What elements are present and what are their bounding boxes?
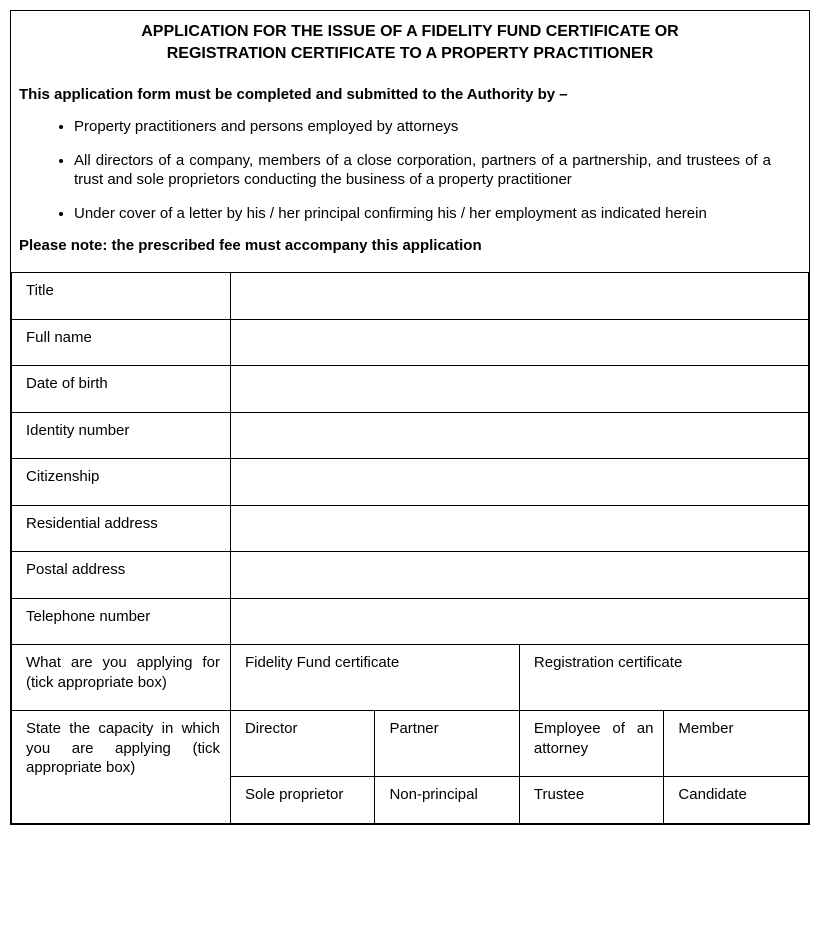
input-telephone[interactable] <box>230 598 808 645</box>
label-telephone: Telephone number <box>12 598 231 645</box>
option-partner[interactable]: Partner <box>375 711 519 777</box>
option-candidate[interactable]: Candidate <box>664 777 809 824</box>
title-line-2: REGISTRATION CERTIFICATE TO A PROPERTY P… <box>167 45 654 62</box>
input-full-name[interactable] <box>230 319 808 366</box>
option-employee-attorney[interactable]: Employee of an attorney <box>519 711 664 777</box>
option-registration-cert[interactable]: Registration certificate <box>519 645 808 711</box>
fee-note: Please note: the prescribed fee must acc… <box>19 237 801 254</box>
option-trustee[interactable]: Trustee <box>519 777 664 824</box>
option-sole-proprietor[interactable]: Sole proprietor <box>230 777 375 824</box>
label-res-address: Residential address <box>12 505 231 552</box>
label-dob: Date of birth <box>12 366 231 413</box>
header-section: APPLICATION FOR THE ISSUE OF A FIDELITY … <box>11 11 809 272</box>
input-citizenship[interactable] <box>230 459 808 506</box>
option-member[interactable]: Member <box>664 711 809 777</box>
label-applying-for: What are you applying for (tick appropri… <box>12 645 231 711</box>
intro-text: This application form must be completed … <box>19 86 801 103</box>
bullet-list: Property practitioners and persons emplo… <box>19 117 801 223</box>
input-postal-address[interactable] <box>230 552 808 599</box>
bullet-item: Property practitioners and persons emplo… <box>74 117 771 137</box>
option-fidelity-fund[interactable]: Fidelity Fund certificate <box>230 645 519 711</box>
option-non-principal[interactable]: Non-principal <box>375 777 519 824</box>
label-title: Title <box>12 273 231 320</box>
form-title: APPLICATION FOR THE ISSUE OF A FIDELITY … <box>19 21 801 78</box>
form-container: APPLICATION FOR THE ISSUE OF A FIDELITY … <box>10 10 810 825</box>
label-id-number: Identity number <box>12 412 231 459</box>
option-director[interactable]: Director <box>230 711 375 777</box>
title-line-1: APPLICATION FOR THE ISSUE OF A FIDELITY … <box>141 23 678 40</box>
form-table: Title Full name Date of birth Identity n… <box>11 272 809 824</box>
label-postal-address: Postal address <box>12 552 231 599</box>
label-citizenship: Citizenship <box>12 459 231 506</box>
input-res-address[interactable] <box>230 505 808 552</box>
label-full-name: Full name <box>12 319 231 366</box>
input-id-number[interactable] <box>230 412 808 459</box>
bullet-item: All directors of a company, members of a… <box>74 151 771 190</box>
input-dob[interactable] <box>230 366 808 413</box>
label-capacity: State the capacity in which you are appl… <box>12 711 231 824</box>
bullet-item: Under cover of a letter by his / her pri… <box>74 204 771 224</box>
input-title[interactable] <box>230 273 808 320</box>
